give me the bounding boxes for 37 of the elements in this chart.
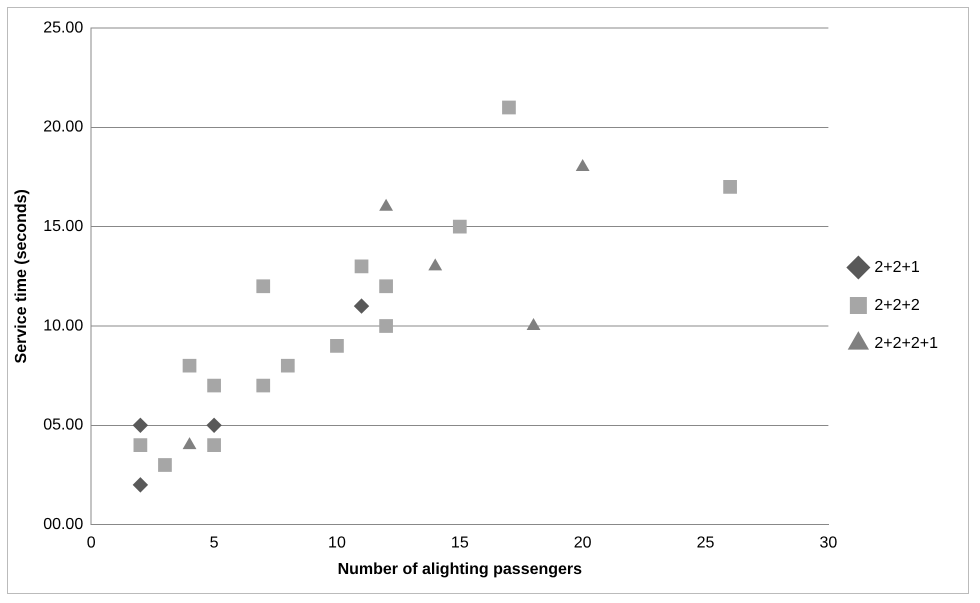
point	[452, 220, 467, 234]
x-tick-label: 20	[574, 534, 592, 552]
y-axis-title: Service time (seconds)	[13, 189, 30, 364]
y-tick-label: 10.00	[43, 317, 84, 334]
point	[182, 358, 196, 373]
x-tick-label: 0	[86, 534, 96, 552]
y-tick-label: 20.00	[43, 118, 84, 136]
point	[354, 298, 370, 314]
point	[280, 358, 295, 373]
point	[207, 378, 221, 392]
point	[206, 418, 222, 433]
point	[502, 100, 516, 114]
x-tick-label: 25	[696, 534, 715, 552]
point	[134, 438, 148, 452]
point	[158, 458, 172, 472]
point	[354, 260, 368, 274]
x-axis-title: Number of alighting passengers	[338, 560, 582, 578]
point	[723, 180, 737, 194]
y-tick-label: 25.00	[43, 19, 84, 36]
point	[379, 279, 393, 294]
point	[379, 319, 393, 333]
point	[132, 418, 148, 433]
y-tick-label: 00.00	[43, 516, 84, 534]
point	[256, 378, 270, 392]
y-tick-label: 05.00	[43, 416, 84, 434]
point	[256, 279, 270, 294]
point	[330, 338, 344, 353]
point	[207, 438, 221, 452]
y-tick-label: 15.00	[43, 218, 84, 236]
legend-label: 2+2+2	[874, 296, 920, 314]
point	[132, 477, 148, 492]
x-tick-label: 15	[450, 534, 469, 552]
x-tick-label: 10	[328, 534, 346, 552]
x-tick-label: 30	[819, 534, 838, 552]
legend-label: 2+2+2+1	[874, 334, 938, 352]
legend-label: 2+2+1	[874, 258, 920, 276]
x-tick-label: 5	[210, 534, 219, 552]
